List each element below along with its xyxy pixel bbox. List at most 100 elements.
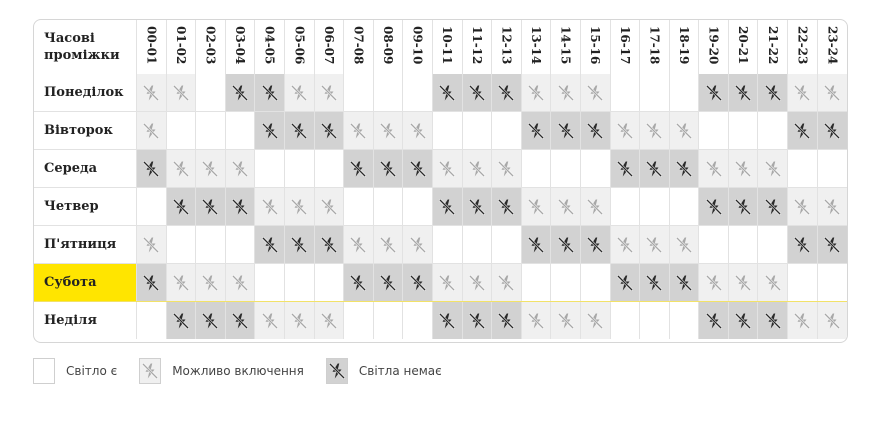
hour-header: 15-16 [579, 20, 611, 74]
slot-power-on [343, 74, 374, 112]
lightning-off-icon [202, 275, 219, 292]
slot-power-on [550, 263, 581, 302]
slot-power-on [461, 111, 493, 150]
slot-possible-outage [431, 263, 463, 302]
slot-possible-outage [283, 301, 315, 339]
slot-no-power [698, 187, 729, 226]
lightning-off-icon [557, 85, 574, 102]
lightning-off-icon [498, 85, 515, 102]
slot-power-on [461, 225, 493, 264]
lightning-off-icon [439, 85, 456, 102]
slot-power-on [195, 74, 226, 112]
slot-no-power [254, 74, 285, 112]
slot-no-power [254, 111, 285, 150]
slot-possible-outage [579, 187, 611, 226]
slot-possible-outage [757, 149, 789, 188]
slot-no-power [165, 301, 197, 339]
slot-power-on [372, 301, 404, 339]
slot-power-on [402, 301, 433, 339]
slot-possible-outage [727, 149, 759, 188]
lightning-off-icon [764, 85, 781, 102]
lightning-off-icon [587, 199, 604, 216]
slot-possible-outage [431, 149, 463, 188]
lightning-off-icon [350, 275, 367, 292]
lightning-off-icon [468, 275, 485, 292]
hour-label: 00-01 [144, 25, 159, 65]
slot-possible-outage [165, 74, 197, 112]
hour-header: 22-23 [787, 20, 818, 74]
lightning-off-icon [646, 161, 663, 178]
slot-no-power [491, 74, 522, 112]
legend-swatch-no-power [325, 358, 348, 384]
slot-no-power [224, 187, 256, 226]
legend-swatch-possible-outage [139, 358, 162, 384]
hour-header: 06-07 [313, 20, 345, 74]
slot-power-on [727, 111, 759, 150]
hour-header: 23-24 [816, 20, 847, 74]
slot-power-on [639, 187, 670, 226]
hour-label: 18-19 [676, 25, 691, 65]
lightning-off-icon [409, 123, 426, 140]
slot-possible-outage [461, 149, 493, 188]
slot-possible-outage [579, 301, 611, 339]
legend-label: Світла немає [358, 364, 442, 378]
hour-label: 11-12 [469, 25, 484, 65]
slot-no-power [609, 149, 641, 188]
slot-power-on [195, 111, 226, 150]
lightning-off-icon [557, 123, 574, 140]
slot-no-power [343, 263, 374, 302]
slot-possible-outage [668, 225, 700, 264]
slot-power-on [313, 149, 345, 188]
legend-swatch-power-on [33, 358, 55, 384]
lightning-off-icon [320, 123, 337, 140]
hour-header: 00-01 [136, 20, 167, 74]
lightning-off-icon [824, 199, 841, 216]
slot-no-power [461, 301, 493, 339]
lightning-off-icon [439, 275, 456, 292]
slot-possible-outage [550, 187, 581, 226]
slot-possible-outage [165, 149, 197, 188]
slot-power-on [698, 111, 729, 150]
slot-power-on [787, 149, 818, 188]
slot-no-power [698, 74, 729, 112]
lightning-off-icon [232, 161, 249, 178]
slot-no-power [727, 301, 759, 339]
lightning-off-icon [143, 237, 160, 254]
slot-power-on [668, 301, 700, 339]
slot-no-power [254, 225, 285, 264]
slot-possible-outage [136, 111, 167, 150]
slot-possible-outage [283, 74, 315, 112]
slot-power-on [343, 187, 374, 226]
slot-possible-outage [609, 111, 641, 150]
hour-header: 03-04 [224, 20, 256, 74]
lightning-off-icon [528, 123, 544, 140]
slot-no-power [283, 225, 315, 264]
slot-possible-outage [372, 111, 404, 150]
lightning-off-icon [468, 161, 485, 178]
slot-no-power [787, 225, 818, 264]
lightning-off-icon [202, 199, 219, 216]
slot-power-on [402, 187, 433, 226]
lightning-off-icon [261, 313, 278, 330]
slot-power-on [520, 149, 552, 188]
lightning-off-icon [676, 275, 692, 292]
slot-possible-outage [550, 74, 581, 112]
lightning-off-icon [232, 85, 249, 102]
day-row: Вівторок [34, 111, 847, 150]
lightning-off-icon [646, 123, 663, 140]
slot-power-on [609, 301, 641, 339]
slot-no-power [579, 111, 611, 150]
lightning-off-icon [676, 237, 692, 254]
slot-no-power [668, 263, 700, 302]
lightning-off-icon [143, 161, 160, 178]
slot-no-power [491, 187, 522, 226]
slot-possible-outage [195, 149, 226, 188]
slot-no-power [550, 225, 581, 264]
lightning-off-icon [557, 237, 574, 254]
hour-header: 05-06 [283, 20, 315, 74]
slot-possible-outage [639, 225, 670, 264]
slot-no-power [283, 111, 315, 150]
hour-label: 20-21 [736, 25, 751, 65]
slot-possible-outage [520, 74, 552, 112]
lightning-off-icon [528, 85, 544, 102]
